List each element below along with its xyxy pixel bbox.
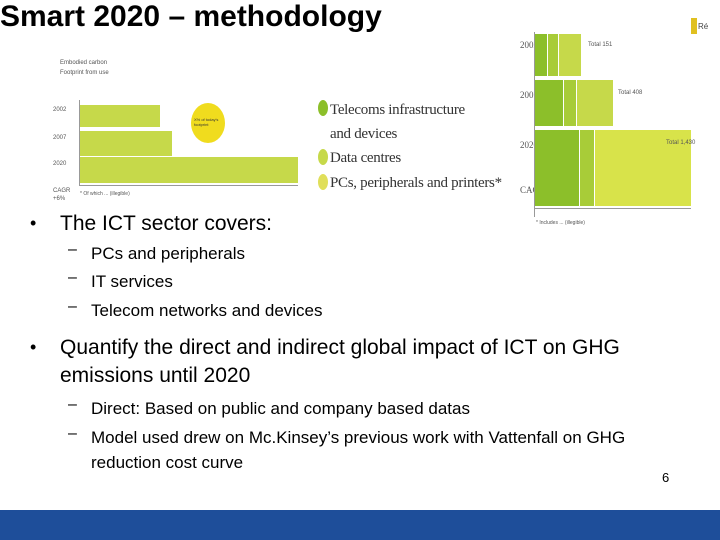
left-row-label: 2002	[53, 107, 67, 113]
bullet-text: Quantify the direct and indirect global …	[60, 336, 620, 387]
left-cagr-value: +6%	[53, 196, 66, 202]
left-bar-2020	[80, 157, 298, 183]
right-bar-segment	[535, 34, 547, 76]
sub-bullet-text: PCs and peripherals	[91, 244, 246, 263]
slide-title: Smart 2020 – methodology	[0, 0, 382, 33]
left-bar-2002	[80, 105, 160, 127]
right-bar-segment	[577, 80, 613, 126]
right-bar-segment	[535, 80, 563, 126]
legend-label: Telecoms infrastructure	[330, 102, 465, 118]
right-bar-segment	[559, 34, 581, 76]
bullet-marker: •	[30, 337, 37, 357]
right-bar-segment	[535, 130, 579, 206]
footprint-badge	[191, 103, 225, 143]
left-row-label: 2007	[53, 135, 67, 141]
right-row-total: Total 408	[618, 90, 643, 96]
right-axis	[534, 32, 535, 217]
right-row-label: 2020	[520, 140, 538, 150]
right-row-label: 2002	[520, 40, 538, 50]
sub-bullet-marker: –	[68, 425, 77, 442]
sub-bullet-text: IT services	[91, 272, 173, 291]
right-row-label: 2007	[520, 90, 538, 100]
left-baseline	[80, 185, 298, 186]
legend-label: and devices	[330, 126, 398, 142]
left-legend-item: Footprint from use	[60, 70, 109, 76]
right-bar-segment	[580, 130, 594, 206]
right-row-label: CAGR	[520, 185, 546, 195]
right-bar-segment	[564, 80, 576, 126]
left-row-label: CAGR	[53, 188, 71, 194]
logo-icon	[691, 18, 697, 34]
legend-label: PCs, peripherals and printers*	[330, 175, 502, 191]
left-chart-image: 2002 2007 2020 CAGR +6% * Of which ... (…	[38, 95, 318, 210]
right-bar-segment	[548, 34, 558, 76]
left-legend-item: Embodied carbon	[60, 60, 108, 66]
right-baseline	[535, 208, 691, 209]
legend-label: Data centres	[330, 150, 401, 166]
right-chart-image: 2002 2007 2020 CAGR Total 151 Total 408 …	[518, 30, 696, 230]
sub-bullet-marker: –	[68, 298, 77, 315]
sub-bullet-marker: –	[68, 396, 77, 413]
footer-bar	[0, 510, 720, 540]
right-chart-footnote: * Includes ... (illegible)	[536, 220, 585, 226]
sub-bullet-text: Model used drew on Mc.Kinsey’s previous …	[91, 428, 626, 472]
legend-swatch-datacentres	[318, 149, 328, 165]
logo-text: Ré	[698, 22, 709, 31]
right-bar-segment	[595, 130, 691, 206]
right-row-total: Total 1,430	[666, 140, 696, 146]
page-number: 6	[662, 470, 670, 485]
footprint-badge-text: X% of today's footprint	[194, 117, 219, 127]
sub-bullet-marker: –	[68, 269, 77, 286]
left-bar-2007	[80, 131, 172, 156]
left-axis	[79, 100, 80, 186]
left-chart-note: * Of which ... (illegible)	[80, 191, 130, 197]
sub-bullet-marker: –	[68, 241, 77, 258]
bullet-text: The ICT sector covers:	[60, 212, 273, 235]
bullet-marker: •	[30, 213, 37, 233]
left-row-label: 2020	[53, 161, 67, 167]
right-row-total: Total 151	[588, 42, 613, 48]
legend-swatch-telecom	[318, 100, 328, 116]
sub-bullet-text: Direct: Based on public and company base…	[91, 399, 470, 418]
sub-bullet-text: Telecom networks and devices	[91, 301, 323, 320]
legend-swatch-pcs	[318, 174, 328, 190]
